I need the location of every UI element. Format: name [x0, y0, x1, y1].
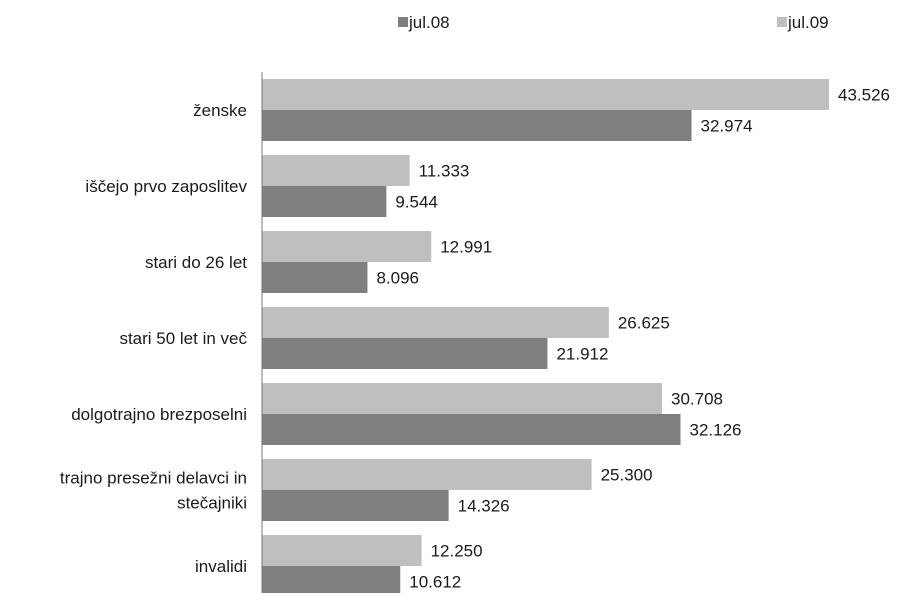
data-label: 12.250 — [431, 542, 483, 561]
bar-jul-08-1 — [262, 186, 387, 217]
category-label-line: trajno presežni delavci in — [60, 469, 247, 488]
data-label: 25.300 — [601, 466, 653, 485]
bar-jul-09-6 — [262, 535, 422, 566]
category-label-line: invalidi — [195, 557, 247, 576]
data-label: 43.526 — [838, 86, 890, 105]
category-label-line: stečajniki — [177, 494, 247, 513]
bar-jul-08-5 — [262, 490, 449, 521]
bar-jul-08-3 — [262, 338, 548, 369]
data-label: 32.126 — [689, 421, 741, 440]
data-label: 12.991 — [440, 238, 492, 257]
data-label: 14.326 — [458, 497, 510, 516]
category-label: stari do 26 let — [145, 253, 247, 272]
category-label: iščejo prvo zaposlitev — [85, 177, 247, 196]
legend: jul.08 jul.09 — [398, 13, 829, 32]
category-label-line: ženske — [193, 101, 247, 120]
legend-label: jul.08 — [408, 13, 450, 32]
bar-jul-09-1 — [262, 155, 410, 186]
category-label: ženske — [193, 101, 247, 120]
bar-jul-08-4 — [262, 414, 681, 445]
bar-jul-08-6 — [262, 566, 401, 593]
legend-swatch — [777, 17, 787, 27]
bar-jul-08-2 — [262, 262, 368, 293]
data-label: 11.333 — [419, 162, 470, 181]
data-label: 30.708 — [671, 390, 723, 409]
category-label-line: iščejo prvo zaposlitev — [85, 177, 247, 196]
category-label: dolgotrajno brezposelni — [71, 405, 247, 424]
category-label: trajno presežni delavci in stečajniki — [60, 469, 247, 513]
bar-jul-09-3 — [262, 307, 609, 338]
category-label: stari 50 let in več — [119, 329, 247, 348]
category-labels: ženske iščejo prvo zaposlitev stari do 26 … — [60, 101, 248, 576]
bar-jul-09-0 — [262, 79, 829, 110]
data-label: 8.096 — [376, 269, 419, 288]
data-label: 10.612 — [409, 573, 461, 592]
legend-label: jul.09 — [787, 13, 829, 32]
data-label: 9.544 — [395, 193, 438, 212]
category-label-line: stari do 26 let — [145, 253, 247, 272]
bar-jul-09-4 — [262, 383, 663, 414]
category-label-line: stari 50 let in več — [119, 329, 247, 348]
legend-swatch — [398, 17, 408, 27]
bars: 43.526 32.974 11.333 9.544 12.991 8.096 26.625… — [262, 79, 890, 593]
bar-jul-09-2 — [262, 231, 432, 262]
category-label: invalidi — [195, 557, 247, 576]
data-label: 32.974 — [701, 117, 753, 136]
category-label-line: dolgotrajno brezposelni — [71, 405, 247, 424]
data-label: 21.912 — [556, 345, 608, 364]
bar-jul-09-5 — [262, 459, 592, 490]
bar-jul-08-0 — [262, 110, 692, 141]
data-label: 26.625 — [618, 314, 670, 333]
